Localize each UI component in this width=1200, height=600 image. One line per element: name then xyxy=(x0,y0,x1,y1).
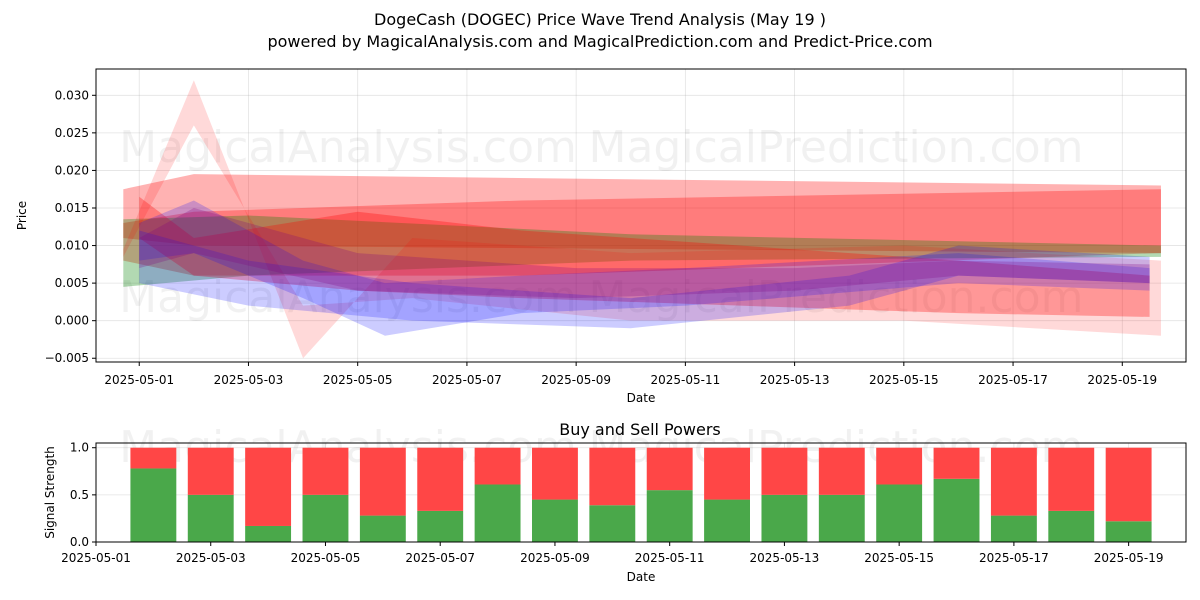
sell-bar xyxy=(1048,447,1095,511)
price-band-2 xyxy=(123,189,1161,276)
buy-bar xyxy=(474,484,521,542)
buy-bar xyxy=(761,494,808,542)
sell-bar xyxy=(187,447,234,495)
buy-bar xyxy=(417,510,464,542)
top-y-tick-label: 0.025 xyxy=(55,126,89,140)
sell-bar xyxy=(761,447,808,495)
buy-bar xyxy=(876,484,923,542)
top-y-tick-label: 0.000 xyxy=(55,314,89,328)
bottom-x-tick-label: 2025-05-19 xyxy=(1094,551,1164,565)
buy-bar xyxy=(245,525,292,542)
top-x-axis-label: Date xyxy=(627,391,656,405)
bottom-chart-title: Buy and Sell Powers xyxy=(559,420,721,439)
bottom-x-tick-label: 2025-05-09 xyxy=(520,551,590,565)
top-plot-frame xyxy=(95,68,1187,363)
top-y-tick-label: 0.005 xyxy=(55,276,89,290)
top-y-tick-label: 0.015 xyxy=(55,201,89,215)
bottom-y-tick-label: 1.0 xyxy=(70,441,89,455)
watermark-text: MagicalPrediction.com xyxy=(589,272,1084,323)
watermark-text: MagicalPrediction.com xyxy=(589,122,1084,173)
sell-bar xyxy=(532,447,578,500)
top-x-tick-label: 2025-05-11 xyxy=(650,373,720,387)
watermark-text: MagicalAnalysis.com xyxy=(119,272,577,323)
top-x-tick-label: 2025-05-01 xyxy=(104,373,174,387)
sell-bar xyxy=(646,447,693,491)
buy-bar xyxy=(359,515,406,542)
buy-bar xyxy=(130,468,177,542)
sell-bar xyxy=(417,447,464,511)
watermark-text: MagicalAnalysis.com xyxy=(119,122,577,173)
buy-bar xyxy=(704,499,750,542)
buy-bar xyxy=(302,494,349,542)
price-band-4 xyxy=(123,80,1161,359)
price-band-5 xyxy=(139,196,1150,317)
bottom-x-tick-label: 2025-05-13 xyxy=(750,551,820,565)
buy-sell-plot: MagicalAnalysis.com MagicalPrediction.com… xyxy=(43,422,1187,584)
price-band-3 xyxy=(123,215,1161,287)
chart-title: DogeCash (DOGEC) Price Wave Trend Analys… xyxy=(374,10,826,29)
bottom-x-tick-label: 2025-05-11 xyxy=(635,551,705,565)
chart-subtitle: powered by MagicalAnalysis.com and Magic… xyxy=(267,32,932,51)
buy-bar xyxy=(589,505,636,542)
bottom-y-axis-label: Signal Strength xyxy=(43,446,57,539)
sell-bar xyxy=(1105,447,1152,522)
price-wave-plot: MagicalAnalysis.com MagicalPrediction.com… xyxy=(15,68,1187,405)
top-x-tick-label: 2025-05-19 xyxy=(1087,373,1157,387)
top-x-tick-label: 2025-05-17 xyxy=(978,373,1048,387)
buy-bar xyxy=(187,494,234,542)
buy-bar xyxy=(532,499,578,542)
bottom-x-tick-label: 2025-05-03 xyxy=(176,551,246,565)
top-x-tick-label: 2025-05-15 xyxy=(869,373,939,387)
bottom-y-tick-label: 0.5 xyxy=(70,488,89,502)
sell-bar xyxy=(474,447,521,485)
sell-bar xyxy=(130,447,177,469)
sell-bar xyxy=(990,447,1037,516)
buy-bar xyxy=(646,490,693,542)
buy-bar xyxy=(1105,521,1152,542)
top-x-tick-label: 2025-05-09 xyxy=(541,373,611,387)
top-x-tick-label: 2025-05-07 xyxy=(432,373,502,387)
price-band-1 xyxy=(123,174,1161,254)
sell-bar xyxy=(359,447,406,516)
top-y-tick-label: 0.010 xyxy=(55,239,89,253)
top-y-tick-label: −0.005 xyxy=(45,351,89,365)
bottom-x-tick-label: 2025-05-01 xyxy=(61,551,131,565)
sell-bar xyxy=(245,447,292,526)
buy-bar xyxy=(818,494,865,542)
buy-bar xyxy=(990,515,1037,542)
price-band-7 xyxy=(139,230,1150,329)
top-x-tick-label: 2025-05-13 xyxy=(760,373,830,387)
bottom-x-tick-label: 2025-05-05 xyxy=(291,551,361,565)
price-band-6 xyxy=(139,200,1150,336)
sell-bar xyxy=(302,447,349,495)
bottom-x-tick-label: 2025-05-07 xyxy=(405,551,475,565)
top-y-axis-label: Price xyxy=(15,201,29,230)
top-y-tick-label: 0.030 xyxy=(55,88,89,102)
buy-bar xyxy=(1048,510,1095,542)
bottom-plot-frame xyxy=(95,442,1187,543)
sell-bar xyxy=(876,447,923,485)
top-x-tick-label: 2025-05-05 xyxy=(323,373,393,387)
top-x-tick-label: 2025-05-03 xyxy=(214,373,284,387)
top-y-tick-label: 0.020 xyxy=(55,163,89,177)
buy-bar xyxy=(933,478,980,542)
bottom-x-axis-label: Date xyxy=(627,570,656,584)
sell-bar xyxy=(704,447,750,500)
price-band-8 xyxy=(139,207,1150,299)
sell-bar xyxy=(933,447,980,479)
bottom-x-tick-label: 2025-05-17 xyxy=(979,551,1049,565)
bottom-y-tick-label: 0.0 xyxy=(70,535,89,549)
sell-bar xyxy=(818,447,865,495)
bottom-x-tick-label: 2025-05-15 xyxy=(864,551,934,565)
sell-bar xyxy=(589,447,636,506)
